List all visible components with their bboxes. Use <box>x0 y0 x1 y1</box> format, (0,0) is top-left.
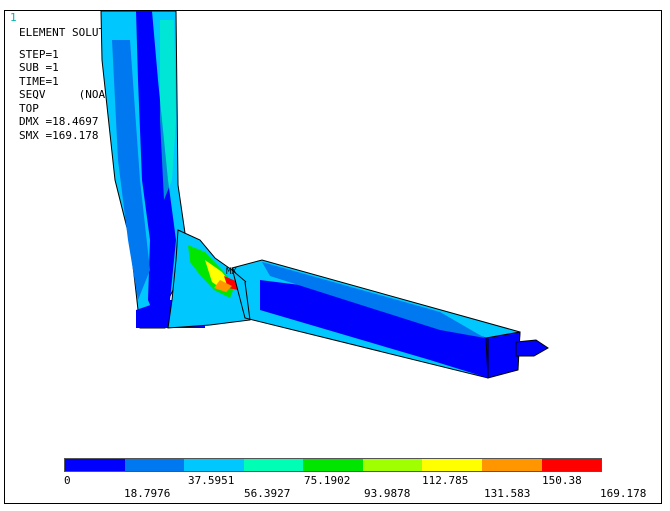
max-marker: MX <box>226 267 237 277</box>
solution-info-panel: ELEMENT SOLUTION STEP=1 SUB =1 TIME=1 SE… <box>19 26 125 142</box>
upright-highlight-shape <box>160 20 176 200</box>
arm-edge-line <box>244 281 251 321</box>
legend-label-7: 131.583 <box>484 487 531 500</box>
arm-end-face <box>485 331 521 379</box>
arm-core-shape <box>260 280 488 378</box>
legend-seg-6 <box>362 459 423 471</box>
info-smx: SMX =169.178 <box>19 128 99 142</box>
joint-edge-line <box>231 269 247 283</box>
info-step: STEP=1 <box>19 47 59 61</box>
upright-band-shape <box>112 40 150 300</box>
info-layer: TOP <box>19 101 39 115</box>
legend-label-1: 18.7976 <box>124 487 171 500</box>
legend-label-9: 169.178 <box>600 487 647 500</box>
legend-label-2: 37.5951 <box>188 474 235 487</box>
info-sub: SUB =1 <box>19 61 59 74</box>
legend-label-5: 93.9878 <box>364 487 411 500</box>
legend-seg-4 <box>243 459 304 471</box>
joint-orange <box>214 280 232 292</box>
legend-label-4: 75.1902 <box>304 474 351 487</box>
legend-seg-1 <box>65 459 125 471</box>
info-dmx: DMX =18.4697 <box>19 115 99 128</box>
window-number: 1 <box>10 11 17 24</box>
base-block-shape <box>136 300 168 328</box>
legend-seg-7 <box>422 459 482 471</box>
legend-label-0: 0 <box>64 474 71 487</box>
legend-seg-9 <box>541 459 602 471</box>
upright-core-shape <box>136 11 176 325</box>
legend-seg-3 <box>184 459 244 471</box>
arm-top-band <box>262 262 485 338</box>
legend-label-3: 56.3927 <box>244 487 291 500</box>
legend-seg-5 <box>303 459 363 471</box>
legend-seg-2 <box>124 459 185 471</box>
legend-label-8: 150.38 <box>542 474 582 487</box>
legend-label-6: 112.785 <box>422 474 469 487</box>
info-time: TIME=1 <box>19 74 59 88</box>
contour-legend-bar <box>64 458 602 472</box>
legend-seg-8 <box>481 459 542 471</box>
arm-tip <box>515 339 549 357</box>
